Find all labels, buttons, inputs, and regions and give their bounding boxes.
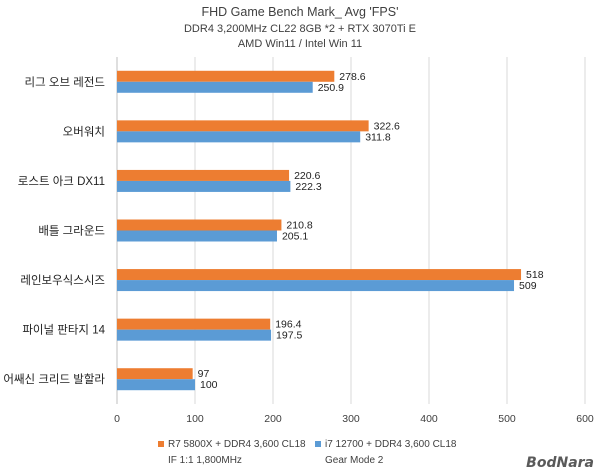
bar <box>117 280 515 292</box>
bar <box>117 329 272 341</box>
x-tick-label: 400 <box>420 413 438 425</box>
data-label: 250.9 <box>318 82 344 94</box>
data-label: 322.6 <box>374 120 400 132</box>
data-label: 100 <box>200 379 218 391</box>
data-label: 518 <box>526 269 544 281</box>
watermark-logo: BodNara <box>526 455 594 471</box>
category-label: 파이널 판타지 14 <box>22 324 105 337</box>
data-label: 197.5 <box>276 330 302 342</box>
data-label: 220.6 <box>294 170 320 182</box>
data-label: 278.6 <box>339 71 365 83</box>
x-tick-label: 500 <box>498 413 516 425</box>
x-tick-label: 200 <box>264 413 282 425</box>
bar <box>117 379 195 391</box>
bar <box>117 269 522 281</box>
data-label: 222.3 <box>295 181 321 193</box>
category-label: 로스트 아크 DX11 <box>18 175 105 188</box>
category-label: 배틀 그라운드 <box>38 225 105 238</box>
data-label: 210.8 <box>286 220 312 232</box>
bar <box>117 219 282 231</box>
x-tick-label: 100 <box>186 413 204 425</box>
legend-label-series-1-line-2: IF 1:1 1,800MHz <box>168 455 242 466</box>
legend-label-series-2-line-1: i7 12700 + DDR4 3,600 CL18 <box>325 439 457 450</box>
data-label: 205.1 <box>282 231 308 243</box>
legend-label-series-2-line-2: Gear Mode 2 <box>325 455 384 466</box>
legend-swatch-series-2 <box>315 441 321 447</box>
bar <box>117 230 277 242</box>
bar <box>117 81 313 93</box>
x-tick-label: 0 <box>114 413 120 425</box>
data-label: 97 <box>198 368 210 380</box>
bar <box>117 180 291 192</box>
category-label: 레인보우식스시즈 <box>20 274 105 287</box>
legend-label-series-1-line-1: R7 5800X + DDR4 3,600 CL18 <box>168 439 306 450</box>
bar <box>117 131 361 143</box>
data-label: 311.8 <box>365 131 391 143</box>
bar <box>117 318 271 330</box>
legend-swatch-series-1 <box>158 441 164 447</box>
chart-title: FHD Game Bench Mark_ Avg 'FPS' <box>202 5 399 19</box>
data-label: 509 <box>519 280 537 292</box>
data-label: 196.4 <box>275 319 301 331</box>
category-label: 오버워치 <box>63 125 105 138</box>
bar <box>117 70 335 82</box>
category-label: 어쌔신 크리드 발할라 <box>3 373 105 386</box>
chart-subtitle-line-2: AMD Win11 / Intel Win 11 <box>238 38 362 50</box>
category-label: 리그 오브 레전드 <box>25 76 105 89</box>
bar <box>117 169 290 181</box>
x-tick-label: 600 <box>576 413 594 425</box>
bar <box>117 368 193 380</box>
legend: R7 5800X + DDR4 3,600 CL18 IF 1:1 1,800M… <box>158 439 457 466</box>
chart-subtitle-line-1: DDR4 3,200MHz CL22 8GB *2 + RTX 3070Ti E <box>184 23 416 35</box>
bar <box>117 120 369 132</box>
x-tick-label: 300 <box>342 413 360 425</box>
